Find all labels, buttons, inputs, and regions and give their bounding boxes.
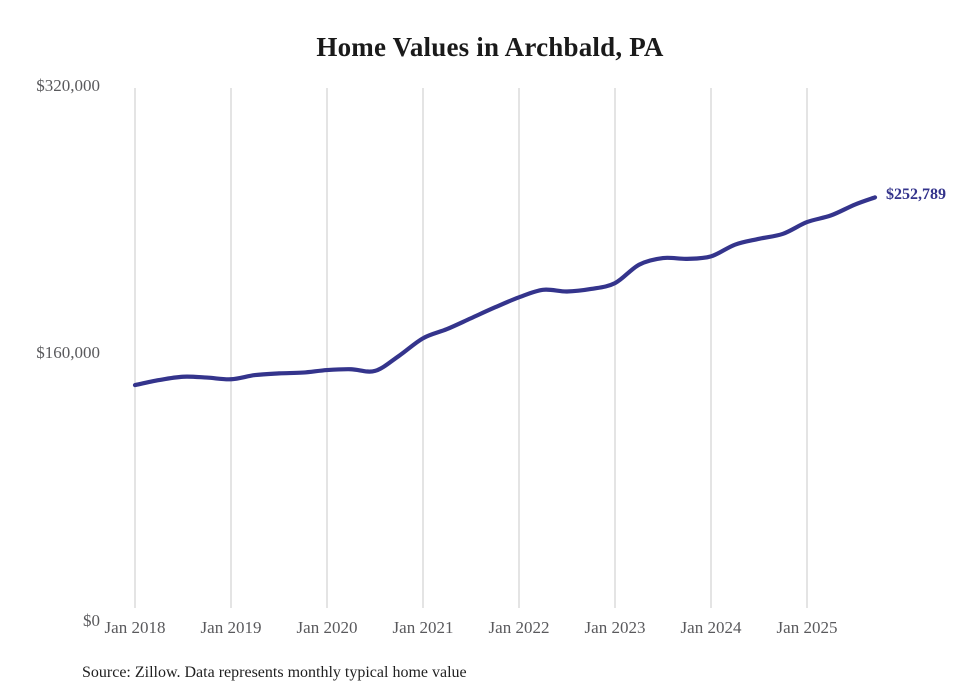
gridline-group <box>134 88 808 608</box>
x-axis-tick-label: Jan 2022 <box>488 618 550 637</box>
x-axis-tick-label: Jan 2024 <box>680 618 742 637</box>
end-value-annotation: $252,789 <box>886 186 946 204</box>
chart-title: Home Values in Archbald, PA <box>316 32 664 62</box>
x-axis-tick-label: Jan 2020 <box>296 618 358 637</box>
y-axis-tick-label: $160,000 <box>36 343 100 362</box>
data-line-typical-home-value <box>132 195 878 388</box>
x-axis-tick-label: Jan 2018 <box>104 618 166 637</box>
x-axis-tick-label: Jan 2019 <box>200 618 262 637</box>
x-axis-tick-label: Jan 2023 <box>584 618 646 637</box>
x-axis-tick-label: Jan 2021 <box>392 618 454 637</box>
y-axis-tick-label: $0 <box>83 611 100 630</box>
y-axis-tick-label: $320,000 <box>36 76 100 95</box>
source-note: Source: Zillow. Data represents monthly … <box>82 664 467 681</box>
x-axis-tick-label: Jan 2025 <box>776 618 838 637</box>
